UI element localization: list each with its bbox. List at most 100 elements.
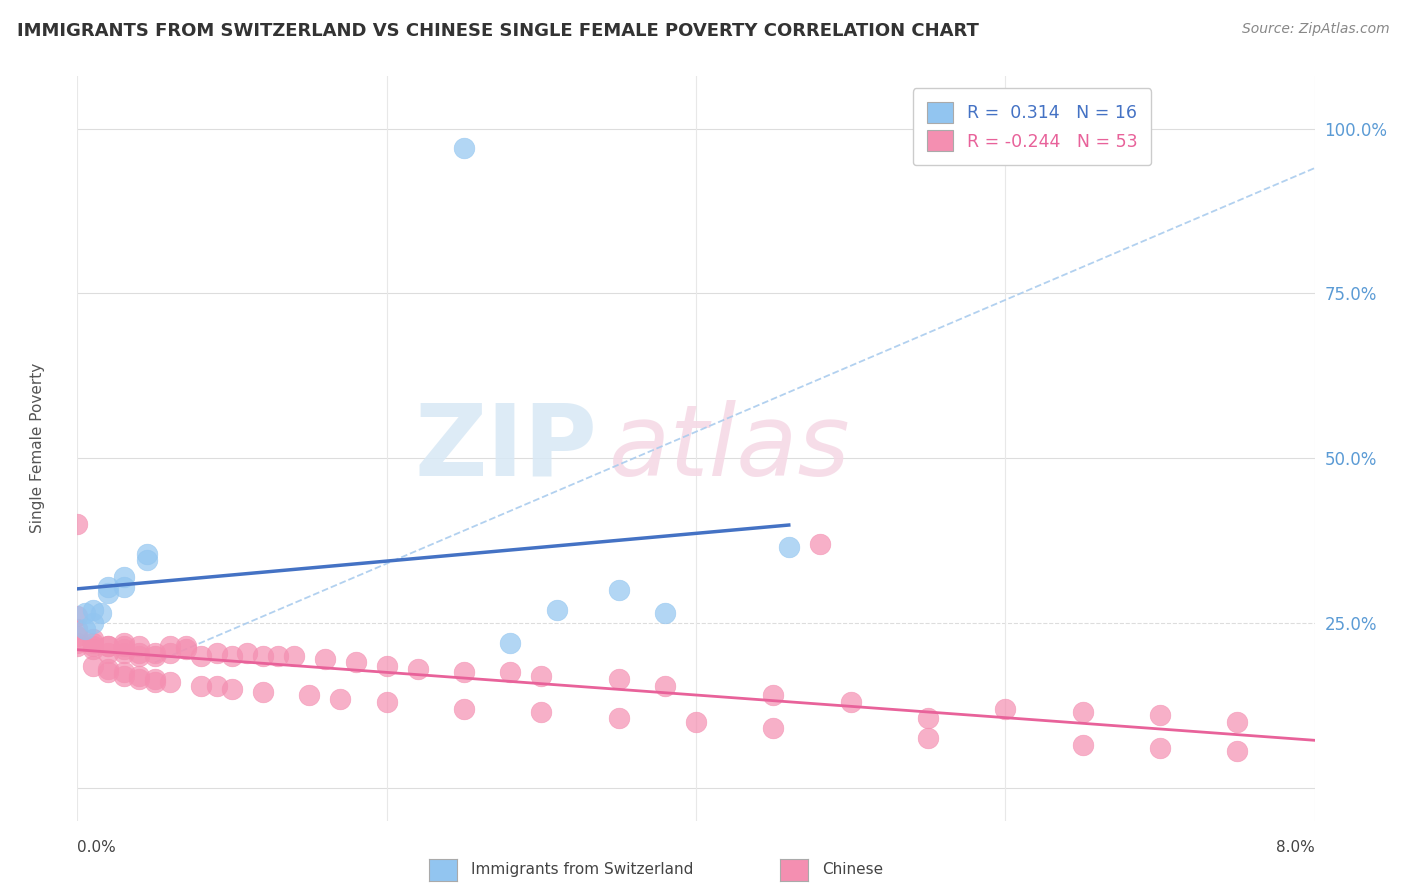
Text: 8.0%: 8.0%	[1275, 840, 1315, 855]
Point	[82, 658, 104, 673]
Point	[221, 681, 243, 696]
Point	[112, 665, 135, 680]
Point	[143, 646, 166, 660]
Point	[66, 639, 89, 653]
Point	[112, 635, 135, 649]
Point	[375, 695, 398, 709]
Point	[252, 685, 274, 699]
Point	[221, 648, 243, 663]
Point	[159, 646, 181, 660]
Point	[82, 615, 104, 630]
Point	[205, 646, 228, 660]
Point	[205, 679, 228, 693]
Point	[159, 639, 181, 653]
Text: 0.0%: 0.0%	[77, 840, 117, 855]
Point	[762, 722, 785, 736]
Point	[75, 623, 96, 637]
Text: Immigrants from Switzerland: Immigrants from Switzerland	[471, 863, 693, 877]
Point	[159, 675, 181, 690]
Point	[453, 701, 475, 715]
Point	[112, 580, 135, 594]
Point	[190, 679, 212, 693]
Point	[499, 635, 522, 649]
Point	[136, 553, 159, 567]
Point	[530, 668, 553, 682]
Point	[97, 639, 120, 653]
Point	[66, 516, 89, 531]
Point	[82, 632, 104, 647]
Point	[654, 679, 676, 693]
Point	[917, 731, 939, 746]
Point	[607, 582, 630, 597]
Point	[808, 537, 831, 551]
Point	[112, 646, 135, 660]
Point	[1149, 708, 1171, 723]
Point	[97, 580, 120, 594]
Point	[136, 547, 159, 561]
Point	[329, 691, 352, 706]
Point	[128, 668, 150, 682]
Point	[97, 646, 120, 660]
Point	[685, 714, 707, 729]
Point	[82, 635, 104, 649]
Text: Source: ZipAtlas.com: Source: ZipAtlas.com	[1241, 22, 1389, 37]
Point	[839, 695, 862, 709]
Point	[66, 629, 89, 643]
Text: Single Female Poverty: Single Female Poverty	[31, 363, 45, 533]
Point	[97, 639, 120, 653]
Point	[128, 639, 150, 653]
Point	[375, 658, 398, 673]
Point	[607, 672, 630, 686]
Point	[112, 639, 135, 653]
Point	[66, 609, 89, 624]
Point	[654, 606, 676, 620]
Point	[66, 635, 89, 649]
Point	[607, 711, 630, 725]
Point	[344, 656, 367, 670]
Point	[90, 606, 111, 620]
Point	[66, 623, 89, 637]
Point	[530, 705, 553, 719]
Point	[112, 570, 135, 584]
Point	[406, 662, 429, 676]
Point	[762, 689, 785, 703]
Point	[128, 648, 150, 663]
Point	[112, 642, 135, 657]
Text: ZIP: ZIP	[415, 400, 598, 497]
Point	[75, 606, 96, 620]
Point	[82, 639, 104, 653]
Point	[128, 646, 150, 660]
Point	[298, 689, 321, 703]
Point	[453, 141, 475, 155]
Point	[499, 665, 522, 680]
Point	[143, 672, 166, 686]
Point	[546, 603, 568, 617]
Point	[82, 642, 104, 657]
Point	[314, 652, 336, 666]
Point	[994, 701, 1017, 715]
Legend: R =  0.314   N = 16, R = -0.244   N = 53: R = 0.314 N = 16, R = -0.244 N = 53	[912, 88, 1152, 165]
Point	[283, 648, 305, 663]
Point	[267, 648, 290, 663]
Point	[1071, 738, 1094, 752]
Point	[112, 668, 135, 682]
Text: IMMIGRANTS FROM SWITZERLAND VS CHINESE SINGLE FEMALE POVERTY CORRELATION CHART: IMMIGRANTS FROM SWITZERLAND VS CHINESE S…	[17, 22, 979, 40]
Text: Chinese: Chinese	[823, 863, 883, 877]
Point	[143, 648, 166, 663]
Point	[917, 711, 939, 725]
Point	[453, 665, 475, 680]
Point	[1149, 741, 1171, 756]
Point	[97, 665, 120, 680]
Point	[1071, 705, 1094, 719]
Point	[128, 672, 150, 686]
Point	[1226, 714, 1249, 729]
Point	[174, 642, 197, 657]
Point	[82, 603, 104, 617]
Point	[252, 648, 274, 663]
Text: atlas: atlas	[609, 400, 851, 497]
Point	[1226, 744, 1249, 758]
Point	[778, 540, 800, 554]
Point	[174, 639, 197, 653]
Point	[236, 646, 259, 660]
Point	[143, 675, 166, 690]
